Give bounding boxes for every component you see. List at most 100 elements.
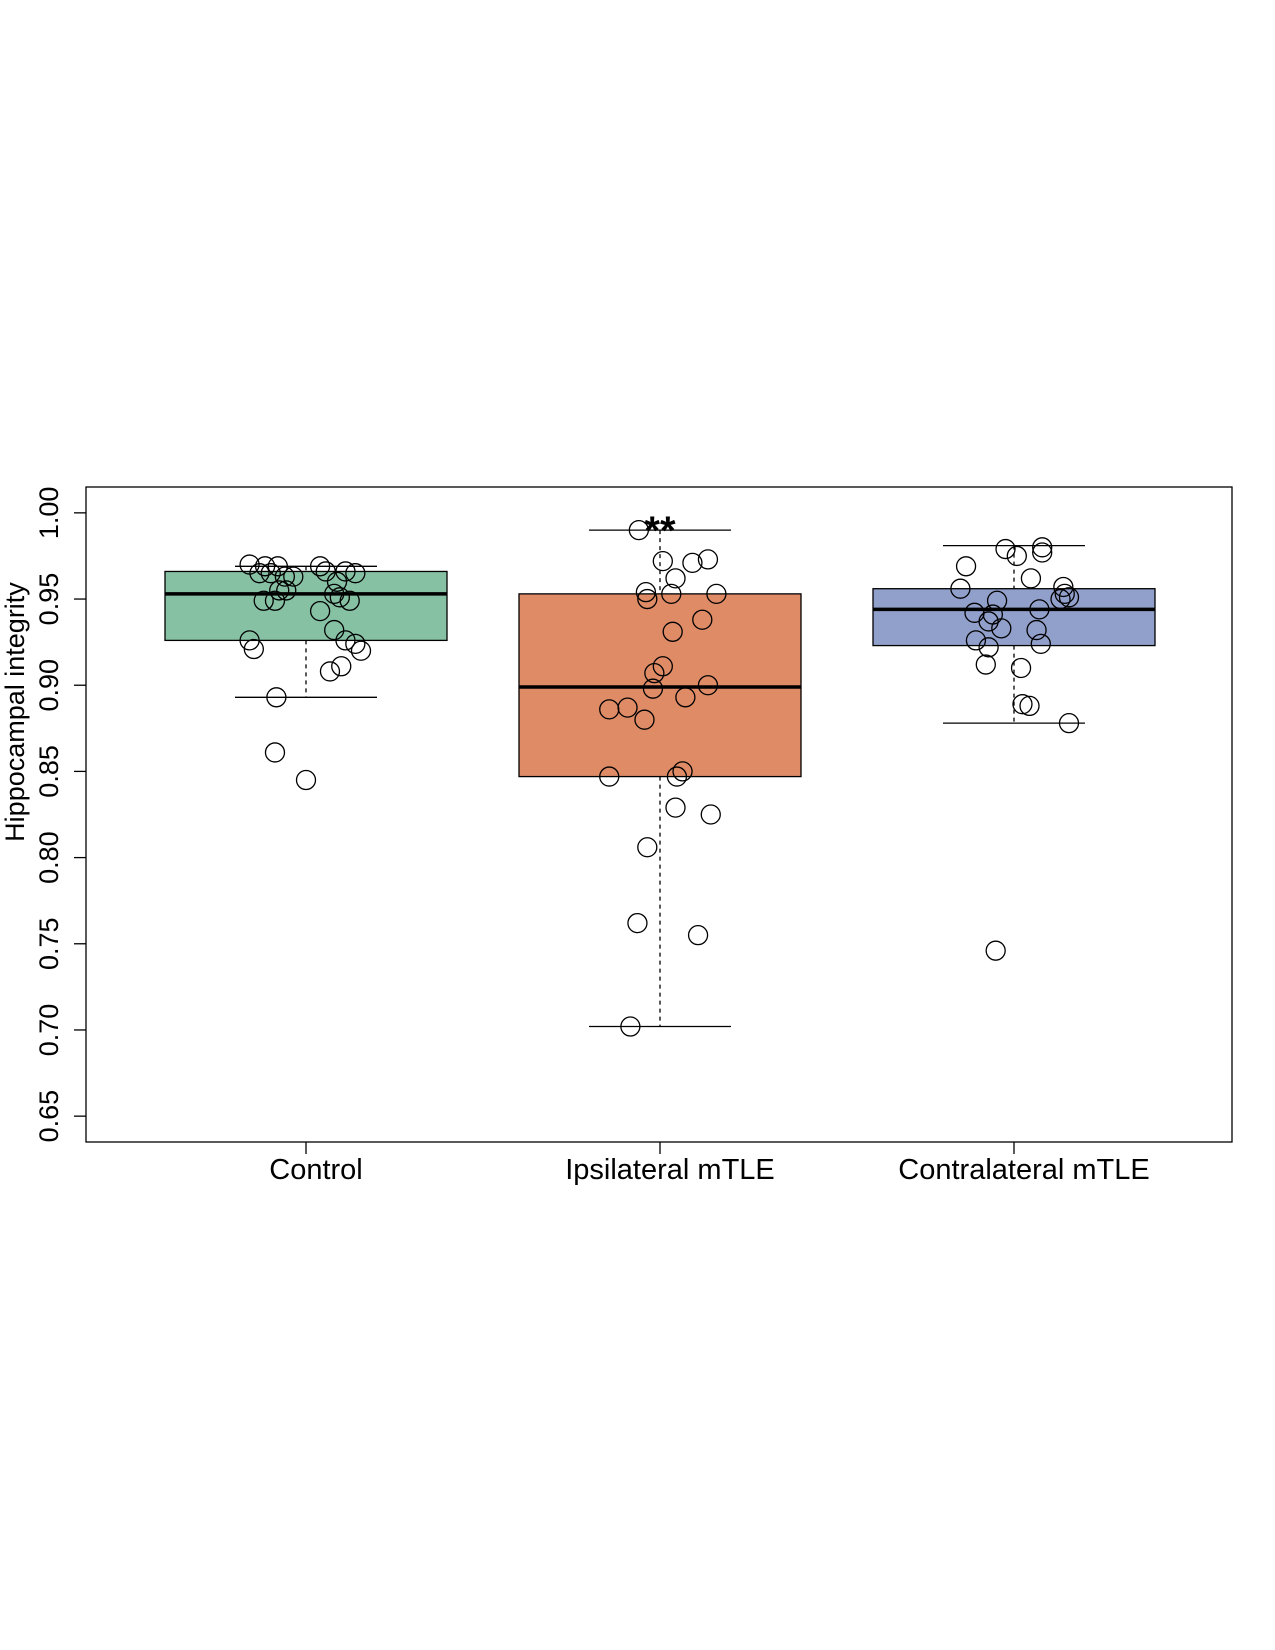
data-point: [665, 797, 686, 818]
data-point: [254, 556, 276, 577]
data-point: [687, 925, 709, 946]
data-point: [339, 590, 360, 611]
data-point: [617, 697, 638, 718]
data-point: [1012, 694, 1033, 715]
y-tick-label: 0.90: [34, 659, 64, 712]
data-point: [627, 912, 648, 934]
data-point: [309, 600, 331, 622]
data-point: [1019, 695, 1040, 717]
data-point: [644, 663, 665, 684]
data-point: [264, 590, 286, 611]
data-point: [326, 571, 348, 592]
data-point: [975, 654, 996, 675]
data-point: [985, 940, 1006, 961]
plot-frame: [85, 486, 1233, 1143]
data-point: [1020, 568, 1042, 589]
data-point: [253, 590, 274, 611]
data-point: [1053, 576, 1074, 598]
y-tick-label: 0.85: [34, 745, 64, 798]
data-point: [274, 566, 296, 587]
data-point: [266, 687, 287, 708]
data-point: [350, 640, 372, 661]
data-point: [666, 766, 688, 787]
data-point: [249, 563, 270, 584]
y-tick-label: 0.65: [34, 1090, 64, 1143]
data-point: [665, 568, 686, 589]
data-point: [682, 552, 703, 573]
data-point: [260, 563, 281, 584]
data-point: [1054, 583, 1075, 605]
data-point: [950, 578, 971, 599]
data-point: [628, 519, 649, 541]
data-point: [345, 563, 366, 584]
data-point: [634, 709, 655, 730]
data-point: [335, 630, 356, 651]
data-point: [700, 804, 721, 825]
data-point: [692, 609, 713, 630]
x-tick-label-contralateral-mtle: Contralateral mTLE: [898, 1154, 1149, 1186]
significance-annotation: **: [644, 509, 676, 553]
y-tick-label: 0.75: [34, 917, 64, 970]
data-point: [345, 633, 366, 655]
data-point: [283, 566, 304, 587]
data-point: [276, 580, 297, 601]
contralateral-mtle-box: [872, 588, 1156, 647]
data-point: [955, 556, 977, 577]
data-point: [637, 588, 658, 610]
data-point: [1058, 587, 1080, 608]
data-point: [642, 678, 664, 699]
data-point: [697, 549, 719, 570]
data-point: [995, 538, 1016, 560]
data-point: [1032, 537, 1053, 558]
data-point: [697, 675, 719, 696]
data-point: [652, 550, 673, 572]
data-point: [661, 583, 682, 605]
data-point: [295, 769, 317, 791]
data-point: [1032, 542, 1053, 563]
y-tick-label: 0.95: [34, 573, 64, 626]
data-point: [635, 581, 657, 603]
data-point: [331, 656, 352, 677]
data-point: [986, 590, 1008, 611]
data-point: [269, 580, 290, 601]
data-point: [978, 637, 999, 658]
points-layer: [239, 519, 1080, 1037]
boxes-layer: [164, 529, 1156, 1028]
data-point: [637, 837, 658, 858]
data-point: [335, 561, 356, 582]
axes-layer: 0.65 0.70 0.75 0.80 0.85 0.90 0.95 1.00 Control I…: [34, 486, 1233, 1186]
data-point: [1010, 657, 1032, 679]
data-point: [652, 656, 673, 677]
data-point: [319, 661, 341, 682]
data-point: [675, 687, 696, 708]
y-tick-label: 0.70: [34, 1004, 64, 1057]
data-point: [1029, 599, 1050, 620]
data-point: [965, 630, 987, 651]
data-point: [978, 611, 999, 632]
data-point: [1050, 588, 1071, 610]
data-point: [264, 742, 286, 763]
data-point: [267, 556, 288, 577]
data-point: [1026, 619, 1047, 641]
y-tick-label: 0.80: [34, 831, 64, 884]
x-tick-label-control: Control: [269, 1154, 363, 1186]
data-point: [315, 561, 336, 582]
data-point: [1030, 633, 1051, 655]
data-point: [1058, 712, 1080, 734]
data-point: [1006, 545, 1027, 567]
data-point: [662, 621, 683, 642]
data-point: [706, 583, 727, 605]
data-point: [243, 638, 264, 660]
y-axis-label: Hippocampal integrity: [0, 582, 30, 842]
data-point: [672, 761, 693, 782]
data-point: [599, 766, 620, 787]
x-tick-label-ipsilateral-mtle: Ipsilateral mTLE: [565, 1154, 775, 1186]
control-box: [164, 570, 448, 642]
data-point: [309, 556, 331, 577]
data-point: [324, 619, 345, 641]
data-point: [620, 1016, 641, 1037]
y-tick-label: 1.00: [34, 487, 64, 540]
data-point: [329, 587, 350, 608]
data-point: [991, 618, 1012, 639]
